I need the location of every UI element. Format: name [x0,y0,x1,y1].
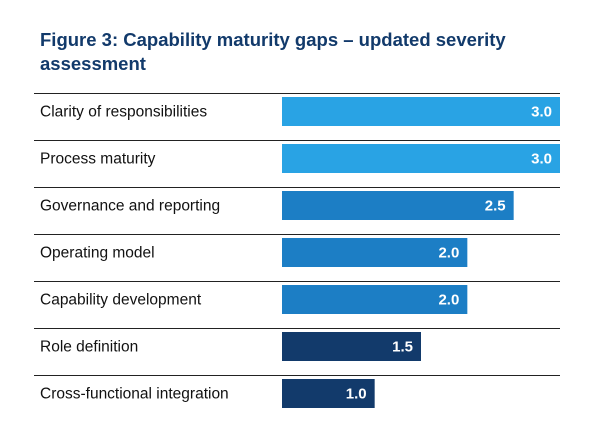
bar [282,238,468,267]
category-label: Operating model [40,245,155,262]
category-label: Governance and reporting [40,198,220,215]
bar-value-label: 3.0 [531,104,552,121]
bar [282,332,421,361]
bar [282,285,468,314]
bar-value-label: 1.0 [346,386,367,403]
bar [282,191,514,220]
category-label: Capability development [40,292,202,309]
bar-value-label: 2.5 [485,198,506,215]
category-label: Role definition [40,339,138,356]
chart-title: Figure 3: Capability maturity gaps – upd… [40,29,506,74]
category-label: Clarity of responsibilities [40,104,207,121]
bar-value-label: 3.0 [531,151,552,168]
bar-value-label: 2.0 [438,292,459,309]
bar [282,379,375,408]
bar-value-label: 1.5 [392,339,413,356]
bar [282,97,560,126]
bar-value-label: 2.0 [438,245,459,262]
category-label: Cross-functional integration [40,386,229,403]
bar [282,144,560,173]
category-label: Process maturity [40,151,156,168]
